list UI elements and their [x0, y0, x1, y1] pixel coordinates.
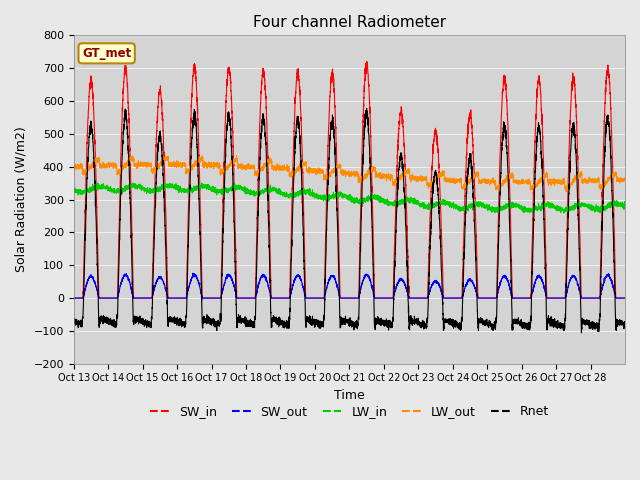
Title: Four channel Radiometer: Four channel Radiometer: [253, 15, 446, 30]
Y-axis label: Solar Radiation (W/m2): Solar Radiation (W/m2): [15, 127, 28, 273]
Legend: SW_in, SW_out, LW_in, LW_out, Rnet: SW_in, SW_out, LW_in, LW_out, Rnet: [145, 400, 554, 423]
X-axis label: Time: Time: [334, 389, 365, 402]
Text: GT_met: GT_met: [82, 47, 131, 60]
